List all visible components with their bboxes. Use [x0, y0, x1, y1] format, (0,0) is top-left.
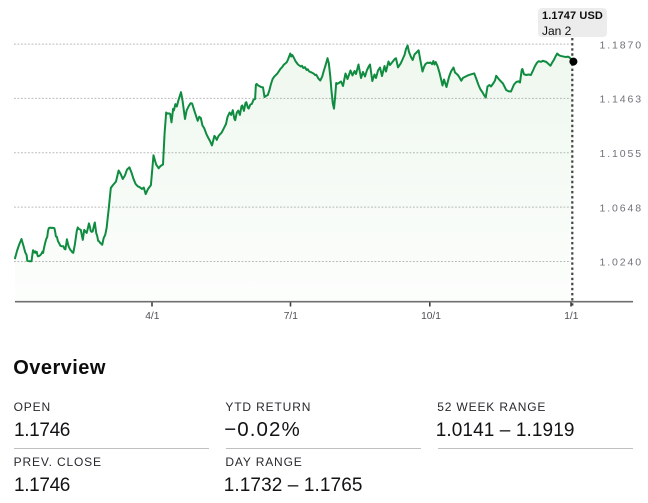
svg-text:1.0240: 1.0240: [599, 257, 643, 269]
svg-text:1.1463: 1.1463: [599, 94, 643, 106]
svg-text:10/1: 10/1: [421, 311, 441, 322]
svg-text:4/1: 4/1: [145, 311, 159, 322]
svg-text:1.1870: 1.1870: [599, 39, 643, 51]
svg-text:1/1: 1/1: [564, 311, 578, 322]
svg-text:1.1055: 1.1055: [599, 148, 643, 160]
svg-text:1.0648: 1.0648: [599, 202, 643, 214]
svg-text:7/1: 7/1: [284, 311, 298, 322]
